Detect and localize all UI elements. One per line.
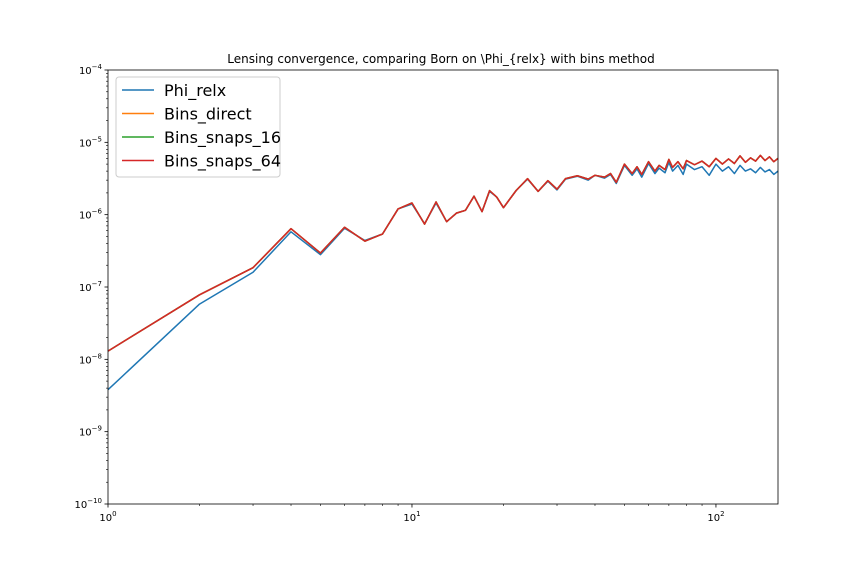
y-tick-label: 10−8 (79, 352, 102, 366)
legend: Phi_relx Bins_direct Bins_snaps_16 Bins_sna… (115, 76, 281, 178)
plot-area (107, 154, 779, 391)
y-tick-label: 10−7 (79, 280, 102, 294)
y-tick-label: 10−6 (79, 208, 103, 222)
legend-label: Phi_relx (164, 81, 226, 101)
y-tick-label: 10−9 (79, 425, 102, 439)
legend-label: Bins_direct (164, 105, 252, 125)
x-tick-label: 102 (707, 510, 724, 524)
legend-label: Bins_snaps_64 (164, 152, 281, 172)
legend-label: Bins_snaps_16 (164, 128, 281, 148)
chart-title: Lensing convergence, comparing Born on \… (227, 52, 654, 66)
y-tick-label: 10−10 (74, 497, 102, 511)
y-axis: 10−10 10−9 10−8 10−7 10−6 10−5 10−4 (74, 63, 108, 511)
y-tick-label: 10−5 (79, 135, 102, 149)
x-tick-label: 100 (99, 510, 116, 524)
x-tick-label: 101 (403, 510, 420, 524)
x-axis: 100 101 102 (99, 504, 725, 524)
legend-box (115, 76, 281, 178)
y-tick-label: 10−4 (79, 63, 103, 77)
series-line-bins-snaps-64 (107, 154, 779, 352)
